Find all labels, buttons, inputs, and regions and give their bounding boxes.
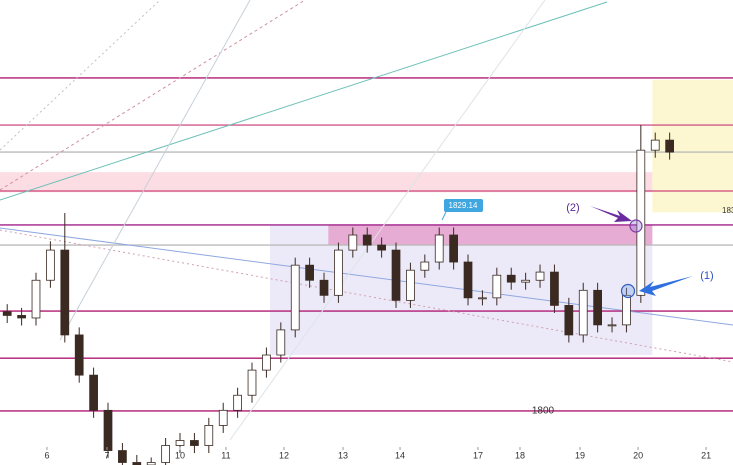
- candle-body: [31, 279, 41, 319]
- candle-body: [535, 271, 545, 281]
- candle-body: [362, 234, 372, 246]
- candle-body: [2, 311, 12, 316]
- candle-body: [578, 289, 588, 336]
- level-label: 183: [722, 206, 733, 215]
- x-axis: 6 7 10 11 12 13 14 17 18 19 20 21: [44, 447, 711, 460]
- x-tick-label: 19: [575, 450, 585, 460]
- candle-body: [550, 271, 559, 306]
- candle-body: [290, 264, 300, 331]
- price-tag: 1829.14: [449, 201, 478, 210]
- candle-body: [161, 445, 170, 463]
- x-tick-label: 7: [104, 450, 109, 460]
- annotations: 1829.14 (2) (1) 1800 183: [441, 199, 733, 417]
- arrow: [590, 206, 632, 222]
- marker-label: (2): [566, 202, 579, 214]
- candle-body: [348, 234, 358, 251]
- x-tick-label: 12: [279, 450, 289, 460]
- candle-body: [247, 369, 257, 396]
- candle-body: [622, 294, 631, 326]
- candle-body: [391, 249, 401, 301]
- candle-body: [506, 274, 516, 283]
- candle-body: [204, 425, 214, 446]
- candle-body: [46, 249, 55, 281]
- candle-body: [665, 139, 674, 153]
- x-tick-label: 20: [633, 450, 643, 460]
- x-tick-label: 17: [473, 450, 483, 460]
- candle-body: [607, 324, 617, 327]
- candle-body: [478, 297, 487, 300]
- price-tag-pointer: [441, 211, 447, 221]
- marker-label: (1): [700, 270, 713, 282]
- candle-body: [190, 440, 199, 446]
- candle-body: [334, 249, 343, 296]
- candle-body: [377, 244, 386, 251]
- arrow: [639, 276, 693, 296]
- candle-body: [262, 354, 271, 371]
- candle-body: [233, 394, 242, 411]
- trend-line: [0, 0, 306, 191]
- zone: [328, 224, 653, 246]
- candle-body: [175, 440, 185, 446]
- marker-circle: [620, 283, 636, 299]
- candle-body: [74, 334, 84, 376]
- zone: [652, 79, 733, 213]
- x-tick-label: 6: [44, 450, 49, 460]
- candle-body: [305, 264, 314, 281]
- x-tick-label: 14: [395, 450, 405, 460]
- candle-body: [449, 234, 458, 263]
- candle-body: [60, 249, 70, 336]
- candle-body: [89, 374, 98, 411]
- candle-body: [434, 234, 444, 263]
- marker-circle: [629, 219, 643, 233]
- zone: [270, 224, 653, 356]
- trend-line: [0, 227, 733, 326]
- zone: [0, 172, 653, 193]
- price-tag-box: [444, 199, 483, 212]
- candle-body: [103, 409, 113, 451]
- candle-body: [463, 261, 473, 299]
- level-label: 1800: [532, 406, 555, 417]
- candle-body: [593, 289, 602, 326]
- x-tick-label: 21: [701, 450, 711, 460]
- candle-body: [420, 261, 430, 271]
- candle-body: [218, 409, 228, 426]
- x-tick-label: 11: [221, 450, 230, 460]
- x-tick-label: 10: [175, 450, 185, 460]
- candle-body: [406, 269, 415, 301]
- trend-line: [0, 0, 161, 151]
- candle-body: [319, 279, 329, 296]
- x-tick-label: 18: [515, 450, 525, 460]
- trend-line: [0, 1, 608, 201]
- candle-body: [118, 450, 127, 463]
- trend-lines: [0, 0, 733, 441]
- zones: [0, 79, 733, 356]
- candle-body: [17, 315, 26, 319]
- candle-body: [276, 329, 286, 356]
- candle-body: [492, 274, 502, 299]
- trend-line: [0, 229, 733, 363]
- candle-body: [650, 139, 660, 151]
- trend-line: [59, 0, 251, 341]
- candle-body: [564, 304, 574, 336]
- levels: [0, 77, 733, 412]
- x-tick-label: 13: [338, 450, 348, 460]
- trend-line: [229, 0, 546, 441]
- candle-body: [521, 279, 530, 283]
